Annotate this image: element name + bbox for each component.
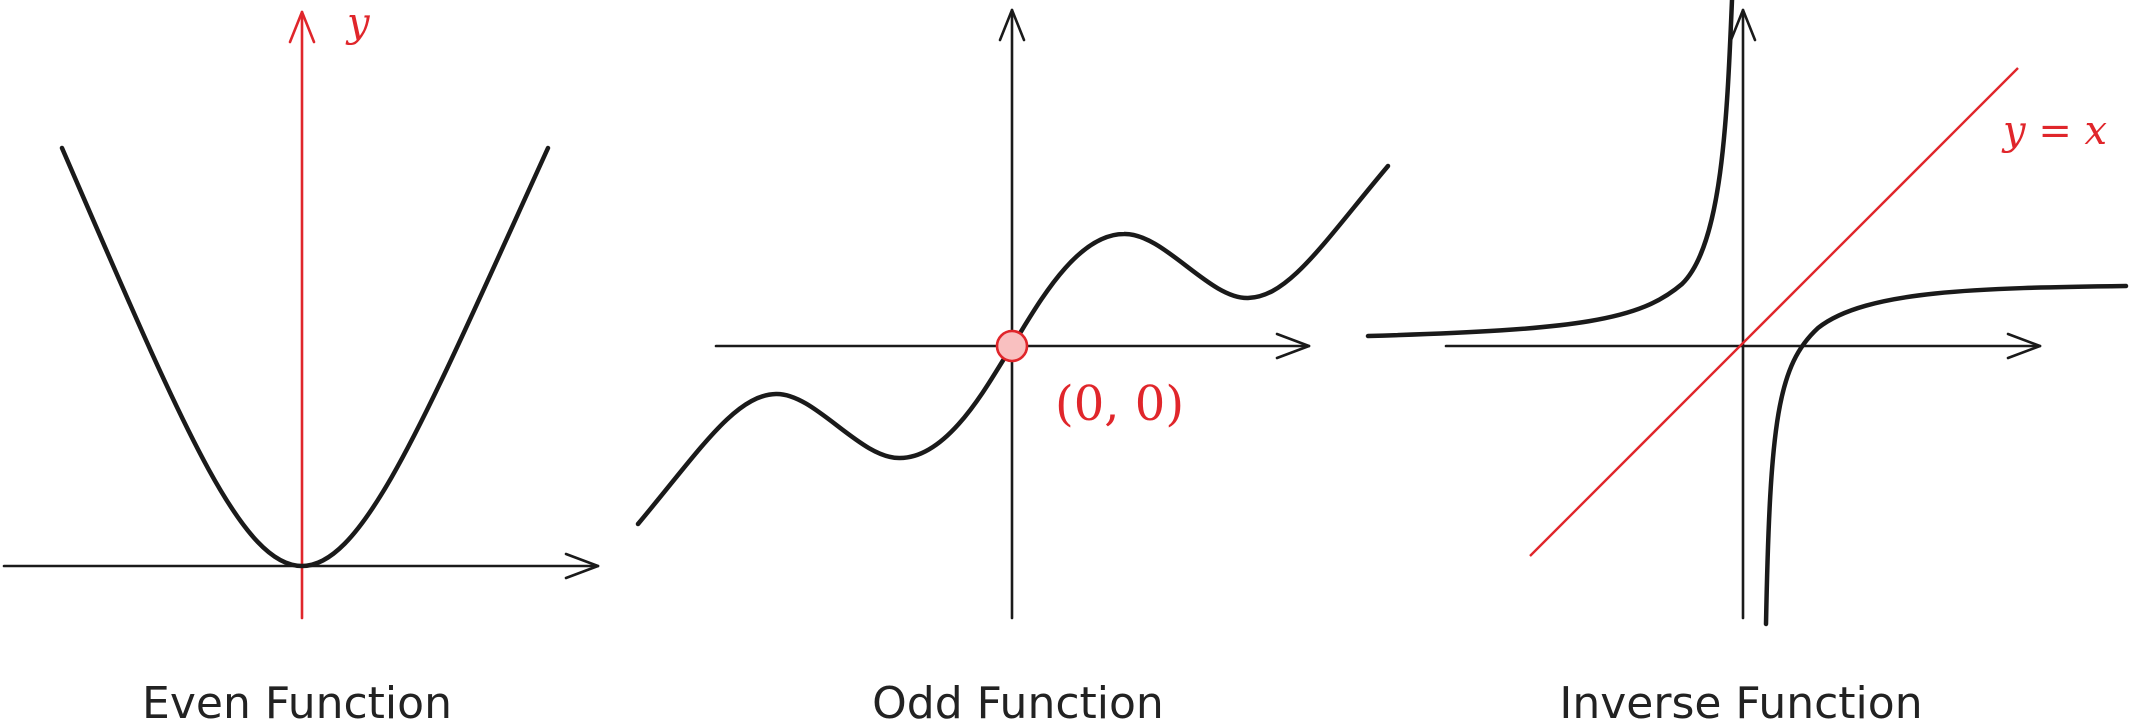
identity-line-label: y = x	[2001, 108, 2107, 154]
even-y-axis	[288, 10, 316, 620]
origin-point	[995, 329, 1029, 363]
even-curve	[59, 145, 551, 569]
even-caption: Even Function	[142, 678, 452, 725]
inverse-caption: Inverse Function	[1559, 678, 1922, 725]
even-y-axis-label: y	[345, 0, 371, 46]
function-curve	[1365, 0, 1735, 339]
panel-even-function: y Even Function	[2, 0, 600, 725]
odd-caption: Odd Function	[872, 678, 1164, 725]
inverse-curve	[1763, 283, 2129, 627]
origin-label: (0, 0)	[1055, 376, 1184, 432]
panel-inverse-function: y = x Inverse Function	[1365, 0, 2129, 725]
identity-line	[1529, 67, 2019, 557]
odd-y-axis	[998, 8, 1026, 620]
panel-odd-function: (0, 0) Odd Function	[635, 8, 1391, 725]
inverse-y-axis	[1729, 8, 1757, 620]
